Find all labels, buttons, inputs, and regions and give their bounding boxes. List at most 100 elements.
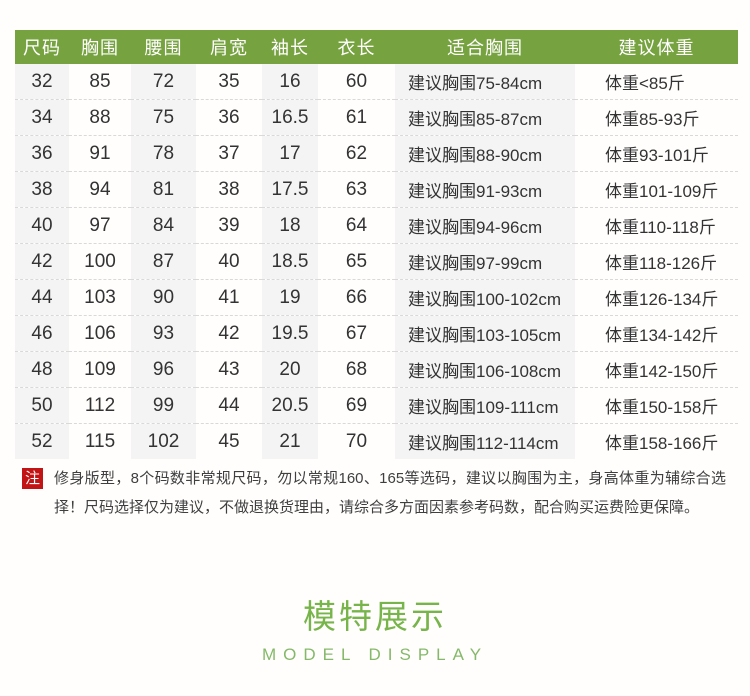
- table-row: 32 85 72 35 16 60 建议胸围75-84cm 体重<85斤: [15, 64, 738, 100]
- table-cell: 体重110-118斤: [575, 207, 738, 244]
- table-cell: 91: [69, 135, 131, 172]
- table-cell: 39: [196, 207, 262, 244]
- table-row: 44 103 90 41 19 66 建议胸围100-102cm 体重126-134斤: [15, 279, 738, 316]
- table-cell: 68: [318, 351, 395, 388]
- table-cell: 建议胸围109-111cm: [395, 387, 575, 424]
- table-cell: 67: [318, 315, 395, 352]
- table-cell: 65: [318, 243, 395, 280]
- table-cell: 61: [318, 99, 395, 136]
- table-cell: 34: [15, 99, 69, 136]
- table-cell: 体重85-93斤: [575, 99, 738, 136]
- table-cell: 46: [15, 315, 69, 352]
- table-cell: 72: [131, 64, 196, 100]
- table-cell: 19.5: [262, 315, 318, 352]
- table-cell: 45: [196, 423, 262, 459]
- col-header-fit-bust: 适合胸围: [395, 30, 575, 64]
- table-cell: 16.5: [262, 99, 318, 136]
- col-header-length: 衣长: [318, 30, 395, 64]
- table-cell: 建议胸围112-114cm: [395, 423, 575, 459]
- table-cell: 35: [218, 70, 240, 92]
- table-cell: 体重118-126斤: [575, 243, 738, 280]
- table-cell: 52: [15, 423, 69, 459]
- table-cell: 建议胸围106-108cm: [395, 351, 575, 388]
- table-cell: 体重126-134斤: [575, 279, 738, 316]
- table-cell: 93: [131, 315, 196, 352]
- table-cell: 44: [196, 387, 262, 424]
- section-title-zh: 模特展示: [303, 598, 447, 635]
- table-row: 50 112 99 44 20.5 69 建议胸围109-111cm 体重150-158斤: [15, 387, 738, 424]
- table-cell: 41: [196, 279, 262, 316]
- table-row: 34 88 75 36 16.5 61 建议胸围85-87cm 体重85-93斤: [15, 99, 738, 136]
- table-cell: 体重101-109斤: [575, 171, 738, 208]
- table-cell: 96: [131, 351, 196, 388]
- col-header-shoulder: 肩宽: [196, 30, 262, 64]
- col-header-waist: 腰围: [131, 30, 196, 64]
- table-cell: 体重134-142斤: [575, 315, 738, 352]
- table-cell: 81: [131, 171, 196, 208]
- table-cell: 建议胸围97-99cm: [395, 243, 575, 280]
- table-cell: 100: [69, 243, 131, 280]
- table-cell: 78: [131, 135, 196, 172]
- table-cell: 99: [131, 387, 196, 424]
- table-row: 42 100 87 40 18.5 65 建议胸围97-99cm 体重118-126斤: [15, 243, 738, 280]
- table-cell: 建议胸围100-102cm: [395, 279, 575, 316]
- col-header-bust: 胸围: [69, 30, 131, 64]
- table-cell: 85: [89, 70, 111, 92]
- table-cell: 42: [196, 315, 262, 352]
- size-chart-table: 尺码 胸围 腰围 肩宽 袖长 衣长 适合胸围 建议体重 32 85 72 35 16 60…: [15, 30, 738, 459]
- col-header-size: 尺码: [15, 30, 69, 64]
- table-cell: 50: [15, 387, 69, 424]
- sizing-note: 注 修身版型，8个码数非常规尺码，勿以常规160、165等选码，建议以胸围为主，…: [22, 464, 728, 522]
- table-cell: 体重142-150斤: [575, 351, 738, 388]
- table-cell: 64: [318, 207, 395, 244]
- table-cell: 建议胸围88-90cm: [395, 135, 575, 172]
- table-cell: 16: [262, 64, 318, 100]
- table-cell: 48: [15, 351, 69, 388]
- table-row: 38 94 81 38 17.5 63 建议胸围91-93cm 体重101-109斤: [15, 171, 738, 208]
- table-cell: 建议胸围94-96cm: [395, 207, 575, 244]
- table-row: 48 109 96 43 20 68 建议胸围106-108cm 体重142-150斤: [15, 351, 738, 388]
- table-cell: 体重150-158斤: [575, 387, 738, 424]
- table-cell: 20: [262, 351, 318, 388]
- table-cell: 112: [69, 387, 131, 424]
- table-cell: 20.5: [262, 387, 318, 424]
- table-cell: 18: [262, 207, 318, 244]
- table-cell: 43: [196, 351, 262, 388]
- table-cell: 17.5: [262, 171, 318, 208]
- section-title-en: MODEL DISPLAY: [261, 645, 489, 664]
- table-cell: 体重158-166斤: [575, 423, 738, 459]
- table-cell: 60: [345, 70, 368, 92]
- table-cell: 体重93-101斤: [575, 135, 738, 172]
- table-cell: 103: [69, 279, 131, 316]
- table-row: 36 91 78 37 17 62 建议胸围88-90cm 体重93-101斤: [15, 135, 738, 172]
- table-cell: 70: [318, 423, 395, 459]
- table-cell: 115: [69, 423, 131, 459]
- model-display-section: 模特展示 MODEL DISPLAY: [0, 598, 750, 665]
- table-cell: 90: [131, 279, 196, 316]
- table-cell: 38: [15, 171, 69, 208]
- table-header-row: 尺码 胸围 腰围 肩宽 袖长 衣长 适合胸围 建议体重: [15, 30, 738, 64]
- table-cell: 36: [15, 135, 69, 172]
- table-cell: 建议胸围91-93cm: [395, 171, 575, 208]
- table-cell: 38: [196, 171, 262, 208]
- table-cell: 40: [196, 243, 262, 280]
- table-cell: 44: [15, 279, 69, 316]
- table-cell: 106: [69, 315, 131, 352]
- table-cell: 102: [131, 423, 196, 459]
- table-cell: 建议胸围103-105cm: [395, 315, 575, 352]
- table-cell: 19: [262, 279, 318, 316]
- col-header-weight: 建议体重: [575, 30, 738, 64]
- note-badge: 注: [22, 468, 43, 489]
- table-cell: 建议胸围75-84cm: [395, 64, 575, 100]
- table-cell: 109: [69, 351, 131, 388]
- table-body: 32 85 72 35 16 60 建议胸围75-84cm 体重<85斤 34 88 75 36 16.…: [15, 64, 738, 459]
- table-row: 46 106 93 42 19.5 67 建议胸围103-105cm 体重134-142斤: [15, 315, 738, 352]
- size-chart-table-wrap: 尺码 胸围 腰围 肩宽 袖长 衣长 适合胸围 建议体重 32 85 72 35 16 60…: [15, 30, 738, 459]
- table-cell: 建议胸围85-87cm: [395, 99, 575, 136]
- table-cell: 97: [69, 207, 131, 244]
- table-cell: 21: [262, 423, 318, 459]
- table-cell: 42: [15, 243, 69, 280]
- table-cell: 18.5: [262, 243, 318, 280]
- table-row: 52 115 102 45 21 70 建议胸围112-114cm 体重158-166斤: [15, 423, 738, 459]
